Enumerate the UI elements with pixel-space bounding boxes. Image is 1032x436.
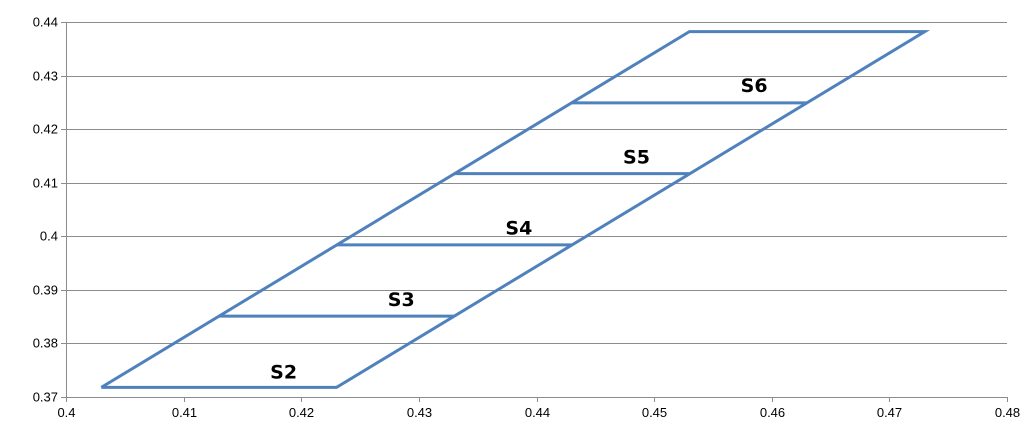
y-tick-label: 0.43: [33, 69, 58, 84]
annotations: S2 S3 S4 S5 S6: [270, 75, 767, 383]
region-label: S5: [623, 146, 650, 168]
y-tick-label: 0.39: [33, 283, 58, 298]
y-tick-label: 0.4: [40, 229, 58, 244]
axes: [61, 22, 1008, 402]
x-tick-label: 0.4: [57, 405, 75, 420]
gridlines: [66, 22, 1007, 398]
region-label: S4: [505, 218, 532, 240]
x-tick-label: 0.44: [525, 405, 550, 420]
x-tick-label: 0.42: [289, 405, 314, 420]
y-tick-label: 0.41: [33, 176, 58, 191]
tick-labels: 0.37 0.38 0.39 0.4 0.41 0.42 0.43 0.44 0.4 0.41 0.…: [33, 15, 1020, 421]
x-tick-label: 0.47: [877, 405, 902, 420]
region-label: S6: [741, 75, 768, 97]
x-tick-label: 0.43: [407, 405, 432, 420]
y-tick-label: 0.44: [33, 15, 58, 30]
y-tick-label: 0.37: [33, 390, 58, 405]
x-tick-label: 0.41: [172, 405, 197, 420]
x-tick-label: 0.46: [760, 405, 785, 420]
y-tick-label: 0.38: [33, 336, 58, 351]
series: [100, 30, 931, 389]
series-line: [100, 30, 931, 389]
x-tick-label: 0.48: [995, 405, 1020, 420]
region-label: S3: [388, 289, 415, 311]
region-label: S2: [270, 361, 297, 383]
y-tick-label: 0.42: [33, 122, 58, 137]
x-tick-label: 0.45: [642, 405, 667, 420]
